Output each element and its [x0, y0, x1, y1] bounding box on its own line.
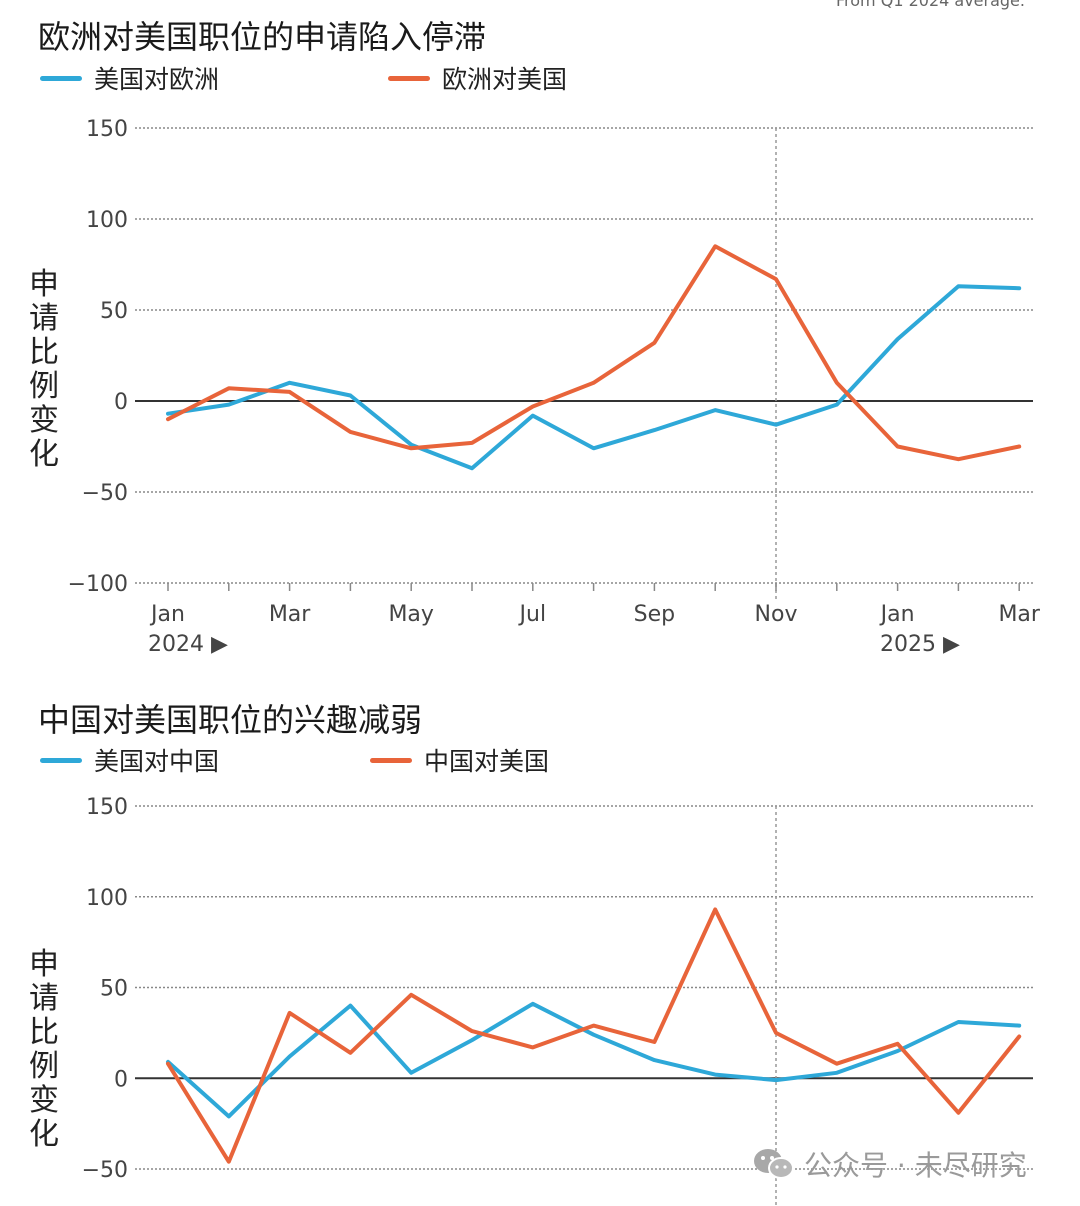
legend-label: 欧洲对美国	[442, 65, 568, 94]
chart-1-y-axis-label: 申请比例变化	[29, 267, 59, 472]
series-line-orange	[166, 244, 1022, 462]
x-tick-label: Jan	[879, 602, 915, 627]
x-tick-label: Jan	[149, 602, 185, 627]
legend-swatch-blue	[40, 75, 82, 81]
y-tick-label: −100	[68, 572, 128, 597]
y-tick-label: 100	[86, 886, 128, 911]
legend-swatch-orange	[388, 75, 430, 81]
legend-label: 美国对欧洲	[94, 65, 220, 94]
watermark-text: 公众号 · 未尽研究	[804, 1149, 1027, 1182]
x-tick-label: May	[388, 602, 433, 627]
x-tick-label: Mar	[998, 602, 1040, 627]
chart-2-y-axis-label: 申请比例变化	[29, 947, 59, 1152]
watermark: 公众号 · 未尽研究	[752, 1144, 1027, 1184]
x-tick-label: Sep	[634, 602, 675, 627]
legend-item-us-to-china: 美国对中国	[40, 742, 219, 778]
y-tick-label: 50	[100, 977, 128, 1002]
chart-2-title: 中国对美国职位的兴趣减弱	[38, 701, 423, 739]
legend-item-china-to-us: 中国对美国	[370, 742, 549, 778]
y-tick-label: 0	[114, 390, 128, 415]
y-tick-label: 0	[114, 1067, 128, 1092]
legend-swatch-blue	[40, 757, 82, 763]
series-line-blue	[166, 1001, 1022, 1119]
x-tick-label: Mar	[269, 602, 311, 627]
legend-swatch-orange	[370, 757, 412, 763]
year-label-2024: 2024 ▶	[148, 632, 228, 657]
source-note: From Q1 2024 average.	[836, 0, 1025, 10]
y-tick-label: −50	[82, 1158, 128, 1183]
y-tick-label: −50	[82, 481, 128, 506]
year-label-2025: 2025 ▶	[880, 632, 960, 657]
chart-1-title: 欧洲对美国职位的申请陷入停滞	[38, 18, 487, 56]
legend-label: 中国对美国	[424, 747, 550, 776]
x-tick-label: Nov	[755, 602, 798, 627]
x-tick-label: Jul	[518, 602, 547, 627]
legend-item-europe-to-us: 欧洲对美国	[388, 60, 567, 96]
wechat-icon	[754, 1149, 794, 1179]
y-tick-label: 100	[86, 208, 128, 233]
y-tick-label: 150	[86, 795, 128, 820]
y-tick-label: 50	[100, 299, 128, 324]
y-tick-label: 150	[86, 117, 128, 142]
legend-item-us-to-europe: 美国对欧洲	[40, 60, 219, 96]
legend-label: 美国对中国	[94, 747, 220, 776]
